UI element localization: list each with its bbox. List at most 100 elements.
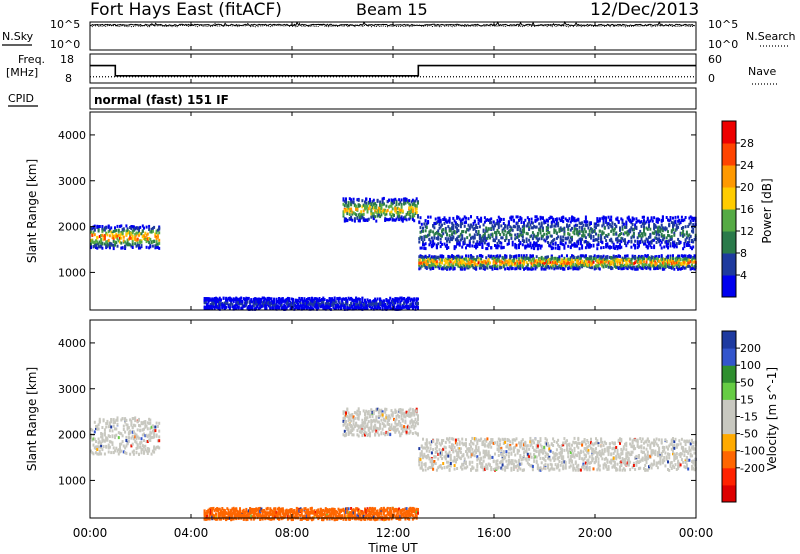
noise-panel: N.Sky 10^5 10^0 10^5 10^0 N.Search — [2, 18, 796, 51]
power-cell — [96, 240, 99, 244]
velocity-cell — [385, 414, 388, 418]
power-cell — [515, 259, 518, 263]
power-cell — [608, 262, 611, 266]
power-cell — [444, 237, 447, 241]
velocity-cell — [347, 416, 350, 420]
velocity-cell — [138, 418, 140, 422]
power-cell — [435, 260, 438, 264]
power-cell — [430, 261, 433, 265]
velocity-cell — [352, 427, 355, 431]
power-cell — [437, 232, 440, 236]
velocity-cell — [351, 433, 354, 437]
power-cell — [358, 204, 361, 208]
power-cell — [519, 215, 522, 219]
power-cell — [295, 300, 298, 304]
power-cell — [92, 230, 95, 234]
power-cell — [544, 267, 547, 271]
power-cell — [369, 305, 371, 309]
velocity-cell — [347, 419, 350, 423]
velocity-cell — [158, 439, 161, 443]
power-cell — [571, 235, 573, 239]
power-cell — [600, 262, 603, 266]
power-cell — [385, 210, 388, 214]
power-cell — [102, 228, 105, 232]
power-cell — [459, 258, 462, 262]
power-cell — [430, 266, 433, 270]
power-cell — [115, 228, 118, 232]
power-cell — [606, 234, 609, 238]
velocity-cell — [119, 450, 121, 454]
power-cell — [269, 303, 272, 307]
power-cell — [491, 234, 494, 237]
power-cell — [510, 267, 513, 271]
power-cell — [465, 246, 467, 250]
power-cell — [247, 305, 250, 308]
power-cell — [572, 267, 575, 271]
velocity-cell — [92, 443, 95, 447]
power-cell — [533, 241, 536, 245]
power-cell — [535, 215, 538, 219]
power-cell — [286, 296, 289, 300]
power-cell — [542, 229, 544, 233]
power-cell — [568, 258, 571, 261]
power-cell — [547, 235, 549, 239]
velocity-cell — [342, 416, 345, 420]
power-cell — [463, 237, 466, 241]
power-cell — [606, 242, 609, 246]
power-cell — [693, 254, 696, 258]
power-cell — [582, 263, 585, 267]
velocity-cell — [125, 423, 128, 427]
velocity-cell — [101, 432, 104, 436]
power-cell — [432, 255, 435, 259]
power-cell — [491, 224, 494, 228]
power-cell — [213, 301, 216, 305]
velocity-cell — [135, 437, 138, 441]
power-cell — [369, 299, 371, 303]
power-cell — [495, 258, 498, 262]
velocity-cell — [127, 436, 130, 440]
velocity-cell — [348, 413, 351, 417]
power-cell — [574, 264, 577, 268]
power-cell — [548, 257, 551, 261]
power-cell — [138, 244, 140, 247]
power-cell — [338, 301, 341, 305]
power-cell — [456, 239, 459, 243]
power-cell — [664, 228, 667, 232]
velocity-cell — [388, 427, 390, 431]
power-cell — [156, 242, 159, 246]
power-cell — [651, 231, 654, 235]
power-cell — [586, 264, 589, 268]
power-cell — [390, 210, 393, 214]
power-cell — [584, 236, 587, 240]
power-cell — [312, 303, 315, 306]
power-cell — [415, 299, 418, 303]
power-cell — [101, 233, 104, 237]
power-cell — [401, 219, 404, 223]
velocity-cell — [396, 427, 399, 431]
power-cell — [693, 265, 696, 269]
power-cell — [365, 197, 368, 201]
power-cell — [549, 225, 552, 229]
power-cell — [121, 246, 124, 250]
power-cell — [356, 216, 359, 220]
power-cell — [641, 258, 644, 262]
power-cell — [409, 215, 412, 219]
power-cell — [148, 228, 151, 231]
power-cell — [358, 213, 361, 217]
power-cell — [673, 233, 676, 237]
power-cell — [389, 204, 392, 208]
power-cell — [632, 232, 635, 236]
power-cell — [463, 267, 466, 271]
velocity-cell — [126, 442, 129, 446]
power-cell — [664, 257, 667, 261]
power-cell — [361, 304, 364, 308]
power-cell — [653, 231, 656, 235]
power-cell — [158, 238, 161, 242]
power-cell — [374, 299, 377, 303]
power-cell — [452, 224, 455, 228]
power-cell — [400, 202, 403, 206]
power-cell — [350, 198, 353, 202]
power-cell — [535, 234, 538, 238]
velocity-cell — [394, 425, 397, 429]
power-cell — [326, 301, 329, 305]
